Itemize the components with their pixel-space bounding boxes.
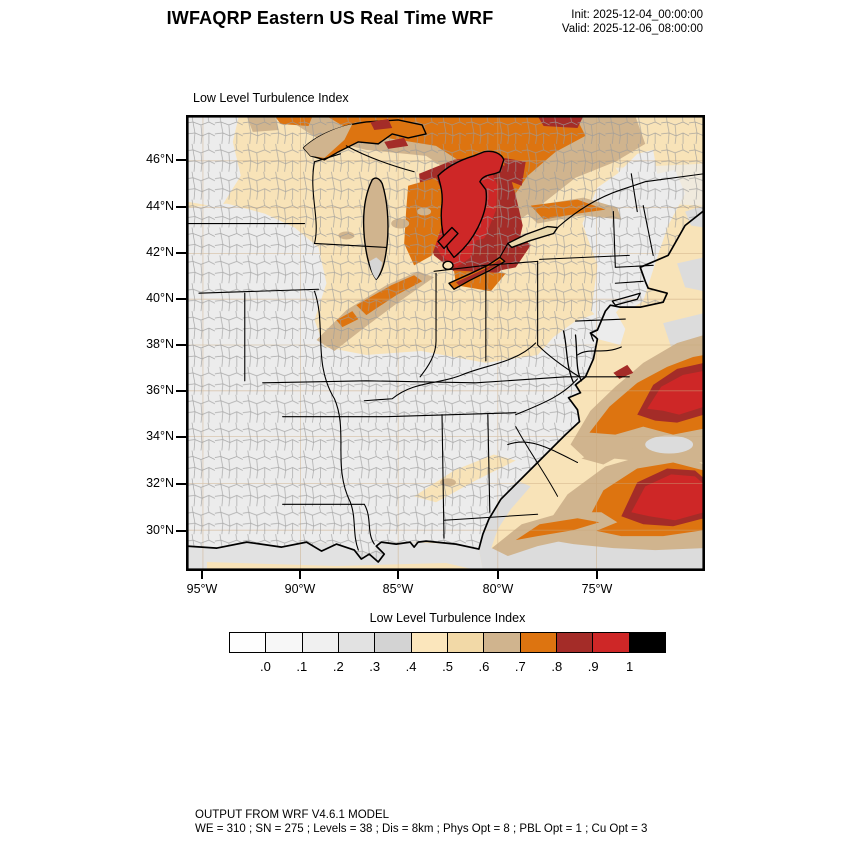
lat-label: 30°N — [146, 523, 174, 537]
colorbar-cell — [519, 633, 556, 652]
colorbar-cell — [337, 633, 375, 652]
lat-label: 36°N — [146, 383, 174, 397]
lon-label: 90°W — [284, 582, 316, 596]
lat-label: 32°N — [146, 476, 174, 490]
colorbar-cell — [374, 633, 411, 652]
init-valid-block: Init: 2025-12-04_00:00:00 Valid: 2025-12… — [460, 9, 703, 36]
colorbar-cell — [483, 633, 520, 652]
lon-tick — [497, 571, 499, 579]
colorbar-cell — [446, 633, 484, 652]
model-info-line2: WE = 310 ; SN = 275 ; Levels = 38 ; Dis … — [195, 823, 648, 835]
lon-tick — [201, 571, 203, 579]
colorbar-cell — [592, 633, 629, 652]
lat-label: 46°N — [146, 152, 174, 166]
colorbar-tick-label: .3 — [369, 659, 381, 674]
colorbar-title: Low Level Turbulence Index — [369, 611, 526, 625]
lat-tick — [176, 252, 186, 254]
lat-label: 44°N — [146, 199, 174, 213]
lat-label: 38°N — [146, 337, 174, 351]
lat-tick — [176, 436, 186, 438]
colorbar-tick-label: .8 — [551, 659, 563, 674]
colorbar — [229, 632, 666, 653]
colorbar-cell — [301, 633, 338, 652]
lon-label: 80°W — [482, 582, 514, 596]
lat-tick — [176, 344, 186, 346]
map-graphic — [187, 116, 704, 570]
colorbar-cell — [410, 633, 447, 652]
model-info-line1: OUTPUT FROM WRF V4.6.1 MODEL — [195, 809, 390, 821]
colorbar-tick-label: .1 — [296, 659, 308, 674]
colorbar-cell — [628, 633, 665, 652]
lon-label: 85°W — [382, 582, 414, 596]
page-title: IWFAQRP Eastern US Real Time WRF — [166, 8, 494, 28]
valid-time: Valid: 2025-12-06_08:00:00 — [561, 22, 703, 35]
map-border — [187, 116, 704, 570]
lat-tick — [176, 483, 186, 485]
colorbar-tick-label: .6 — [478, 659, 490, 674]
colorbar-tick-label: .4 — [405, 659, 417, 674]
colorbar-tick-label: .9 — [587, 659, 599, 674]
model-info: OUTPUT FROM WRF V4.6.1 MODEL WE = 310 ; … — [195, 808, 647, 836]
colorbar-tick-label: .5 — [442, 659, 453, 674]
great-lakes — [302, 118, 559, 290]
lat-tick — [176, 298, 186, 300]
lon-label: 95°W — [186, 582, 218, 596]
colorbar-cell — [230, 633, 266, 652]
lat-tick — [176, 390, 186, 392]
lon-label: 75°W — [581, 582, 613, 596]
coastline — [187, 209, 704, 563]
lat-tick — [176, 159, 186, 161]
map-title: Low Level Turbulence Index — [193, 91, 349, 105]
init-time: Init: 2025-12-04_00:00:00 — [571, 9, 703, 21]
colorbar-tick-label: .2 — [332, 659, 344, 674]
lat-tick — [176, 206, 186, 208]
turbulence-map — [186, 115, 705, 571]
lat-tick — [176, 530, 186, 532]
colorbar-tick-label: .7 — [514, 659, 526, 674]
colorbar-cell — [265, 633, 302, 652]
lat-label: 42°N — [146, 245, 174, 259]
state-boundaries — [187, 145, 704, 551]
lon-tick — [596, 571, 598, 579]
lon-tick — [299, 571, 301, 579]
colorbar-tick-label: 1 — [625, 659, 634, 674]
lat-label: 34°N — [146, 429, 174, 443]
lat-label: 40°N — [146, 291, 174, 305]
colorbar-cell — [555, 633, 593, 652]
colorbar-tick-label: .0 — [259, 659, 271, 674]
lon-tick — [397, 571, 399, 579]
